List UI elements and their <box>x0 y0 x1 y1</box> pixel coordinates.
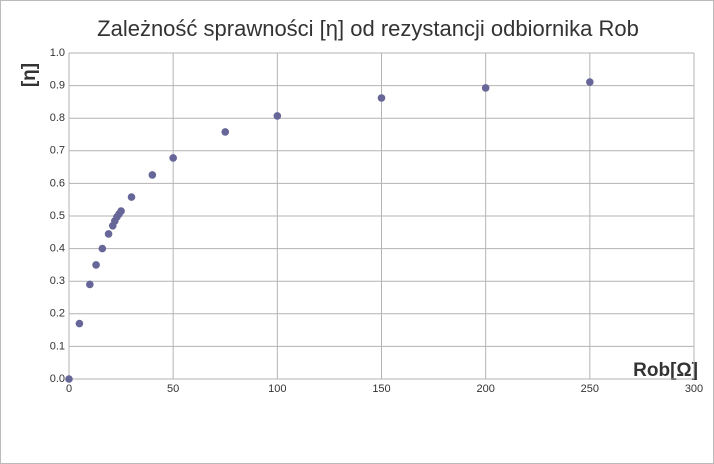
y-tick-label: 1.0 <box>50 47 65 59</box>
point <box>481 84 490 92</box>
point <box>169 154 177 162</box>
point <box>98 244 107 253</box>
point <box>148 171 157 179</box>
y-axis-label: [η] <box>19 63 40 87</box>
y-tick-label: 0.5 <box>50 210 65 222</box>
y-tick-label: 0.4 <box>50 243 65 255</box>
point <box>127 193 136 201</box>
point <box>86 280 94 289</box>
x-tick-label: 0 <box>66 383 72 395</box>
point <box>586 78 594 86</box>
y-tick-label: 0.2 <box>50 308 65 320</box>
x-tick-label: 300 <box>685 383 703 395</box>
point <box>221 128 230 136</box>
x-axis-label: Rob[Ω] <box>633 360 698 381</box>
x-tick-label: 50 <box>167 383 179 395</box>
point <box>65 375 73 383</box>
y-tick-label: 0.1 <box>50 340 65 352</box>
y-tick-label: 0.6 <box>50 177 65 189</box>
x-tick-label: 150 <box>372 383 390 395</box>
point <box>92 261 100 269</box>
point <box>104 230 113 238</box>
point <box>377 94 386 102</box>
x-tick-label: 250 <box>581 383 599 395</box>
y-tick-label: 0.8 <box>50 112 65 124</box>
y-tick-label: 0.0 <box>50 373 65 385</box>
y-tick-label: 0.9 <box>50 80 65 92</box>
point <box>273 112 282 120</box>
chart-title: Zależność sprawności [η] od rezystancji … <box>97 16 639 41</box>
point <box>75 319 84 328</box>
y-tick-label: 0.7 <box>50 145 65 157</box>
y-tick-label: 0.3 <box>50 275 65 287</box>
x-tick-label: 100 <box>268 383 286 395</box>
point <box>117 207 125 215</box>
x-tick-label: 200 <box>476 383 494 395</box>
